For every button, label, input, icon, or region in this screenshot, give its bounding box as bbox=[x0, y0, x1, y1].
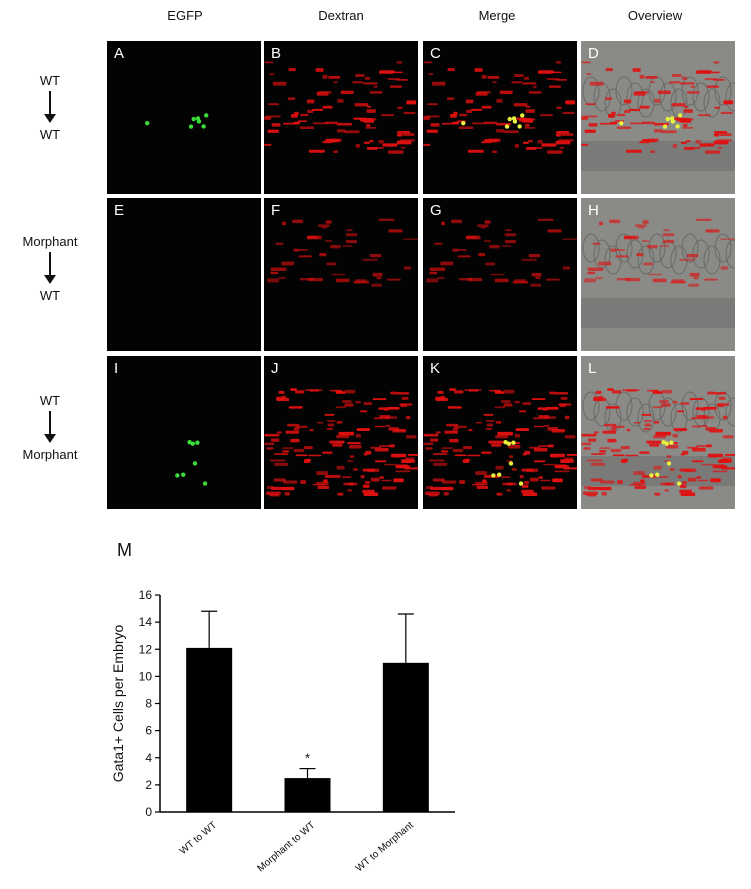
micrograph-image bbox=[175, 440, 208, 486]
row-label-3-to: Morphant bbox=[22, 447, 78, 462]
panel-letter: I bbox=[114, 360, 119, 377]
bar bbox=[382, 662, 429, 812]
panel-letter: J bbox=[271, 360, 279, 377]
bar-chart-panel: M 0 2 4 6 8 10 12 14 16 Gata1+ Cells per Embryo WT… bbox=[0, 530, 751, 884]
micrograph-image bbox=[267, 218, 418, 287]
image-panel-j: J bbox=[264, 356, 418, 509]
micrograph-image bbox=[426, 218, 577, 287]
y-tick-label: 12 bbox=[139, 642, 153, 656]
y-tick-label: 4 bbox=[145, 751, 152, 765]
image-panel-b: B bbox=[264, 41, 418, 194]
micrograph-image bbox=[423, 388, 577, 497]
micrograph-image bbox=[145, 113, 209, 129]
image-panel-a: A bbox=[107, 41, 261, 194]
bar bbox=[284, 778, 331, 812]
micrograph-image bbox=[264, 61, 417, 154]
panel-letter: A bbox=[114, 45, 125, 62]
panel-letter: F bbox=[271, 202, 281, 219]
panel-letter: K bbox=[430, 360, 441, 377]
micrograph-image bbox=[581, 388, 735, 497]
image-panel-e: E bbox=[107, 198, 261, 351]
x-tick-label: WT to Morphant bbox=[354, 820, 416, 875]
y-tick-label: 8 bbox=[145, 697, 152, 711]
significance-annotation: * bbox=[305, 751, 310, 766]
image-panel-d: D bbox=[581, 41, 735, 194]
image-panel-l: L bbox=[581, 356, 735, 509]
y-tick-label: 6 bbox=[145, 724, 152, 738]
micrograph-image bbox=[581, 61, 735, 171]
micrograph-image bbox=[107, 198, 261, 351]
image-panel-g: G bbox=[423, 198, 577, 351]
y-tick-label: 0 bbox=[145, 805, 152, 819]
image-panel-k: K bbox=[423, 356, 577, 509]
down-arrow-icon bbox=[44, 411, 56, 443]
down-arrow-icon bbox=[44, 252, 56, 284]
bar-chart: 0 2 4 6 8 10 12 14 16 Gata1+ Cells per Embryo WT t… bbox=[110, 588, 455, 875]
down-arrow-icon bbox=[44, 91, 56, 123]
column-header-dextran: Dextran bbox=[318, 8, 364, 23]
column-header-merge: Merge bbox=[478, 8, 516, 23]
y-tick-label: 16 bbox=[139, 588, 153, 602]
image-panel-c: C bbox=[423, 41, 577, 194]
row-label-1-from: WT bbox=[39, 73, 61, 88]
row-label-1-to: WT bbox=[39, 127, 61, 142]
micrograph-image bbox=[423, 61, 576, 154]
image-panel-f: F bbox=[264, 198, 418, 351]
row-label-2-from: Morphant bbox=[22, 234, 78, 249]
row-label-2: Morphant WT bbox=[0, 234, 100, 304]
micrograph-image bbox=[264, 388, 418, 497]
x-tick-label: WT to WT bbox=[178, 820, 219, 857]
panel-letter: G bbox=[430, 202, 442, 219]
micrograph-image bbox=[581, 218, 735, 328]
y-tick-label: 14 bbox=[139, 615, 153, 629]
x-tick-label: Morphant to WT bbox=[255, 820, 317, 875]
y-tick-label: 2 bbox=[145, 778, 152, 792]
bar bbox=[186, 647, 233, 812]
panel-letter: C bbox=[430, 45, 441, 62]
row-label-2-to: WT bbox=[39, 288, 61, 303]
row-label-3: WT Morphant bbox=[0, 393, 100, 463]
column-header-egfp: EGFP bbox=[167, 8, 203, 23]
panel-letter: L bbox=[588, 360, 597, 377]
panel-letter: E bbox=[114, 202, 125, 219]
chart-panel-letter: M bbox=[117, 540, 132, 560]
panel-letter: D bbox=[588, 45, 599, 62]
y-axis-label: Gata1+ Cells per Embryo bbox=[110, 625, 126, 783]
panel-letter: H bbox=[588, 202, 599, 219]
row-label-3-from: WT bbox=[39, 393, 61, 408]
row-label-1: WT WT bbox=[0, 73, 100, 143]
image-panel-h: H bbox=[581, 198, 735, 351]
panel-letter: B bbox=[271, 45, 282, 62]
y-tick-label: 10 bbox=[139, 669, 153, 683]
column-header-overview: Overview bbox=[627, 8, 683, 23]
image-panel-i: I bbox=[107, 356, 261, 509]
